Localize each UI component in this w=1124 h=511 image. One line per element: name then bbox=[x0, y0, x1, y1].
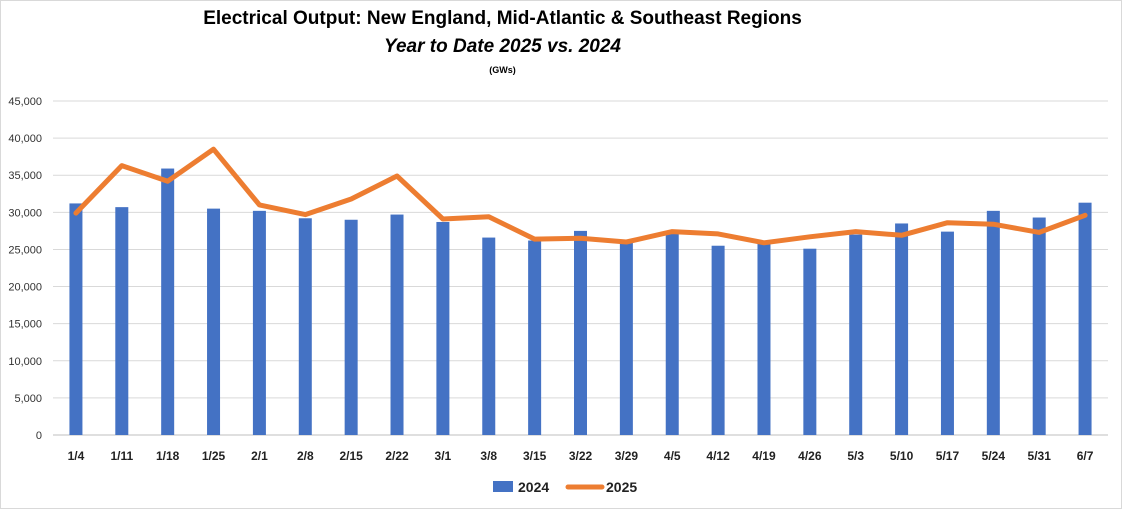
x-tick-label: 4/26 bbox=[798, 449, 822, 463]
y-tick-label: 0 bbox=[36, 430, 42, 442]
y-tick-label: 15,000 bbox=[8, 319, 42, 331]
y-tick-label: 20,000 bbox=[8, 282, 42, 294]
bar-2024 bbox=[1032, 217, 1046, 435]
y-tick-label: 10,000 bbox=[8, 356, 42, 368]
bar-2024 bbox=[895, 223, 909, 435]
bar-2024 bbox=[390, 214, 404, 435]
x-tick-label: 3/15 bbox=[523, 449, 547, 463]
bar-2024 bbox=[940, 231, 954, 435]
bar-2024 bbox=[574, 230, 587, 435]
legend-swatch-2024 bbox=[493, 481, 513, 492]
x-tick-label: 1/11 bbox=[110, 449, 133, 463]
x-tick-label: 3/1 bbox=[435, 449, 452, 463]
bar-2024 bbox=[849, 234, 863, 435]
bar-2024 bbox=[1078, 202, 1092, 435]
bar-2024 bbox=[436, 221, 450, 435]
y-tick-label: 5,000 bbox=[14, 393, 42, 405]
bar-2024 bbox=[207, 208, 221, 435]
bar-2024 bbox=[711, 245, 725, 435]
bar-2024 bbox=[619, 241, 633, 435]
bar-2024 bbox=[252, 210, 266, 435]
y-tick-label: 45,000 bbox=[8, 96, 42, 108]
x-tick-label: 4/5 bbox=[664, 449, 681, 463]
x-tick-label: 2/22 bbox=[385, 449, 409, 463]
bar-2024 bbox=[665, 233, 679, 435]
unit-label: (GWs) bbox=[489, 65, 516, 75]
bar-2024 bbox=[115, 207, 129, 435]
y-tick-label: 25,000 bbox=[8, 244, 42, 256]
x-tick-label: 3/29 bbox=[615, 449, 639, 463]
x-tick-label: 5/3 bbox=[847, 449, 864, 463]
x-tick-label: 1/4 bbox=[68, 449, 85, 463]
x-tick-label: 1/25 bbox=[202, 449, 226, 463]
bar-2024 bbox=[986, 210, 1000, 435]
chart-subtitle: Year to Date 2025 vs. 2024 bbox=[384, 36, 621, 57]
legend-label-2024: 2024 bbox=[518, 479, 549, 495]
x-tick-label: 5/24 bbox=[982, 449, 1006, 463]
bar-2024 bbox=[482, 237, 496, 435]
bar-2024 bbox=[803, 248, 817, 435]
y-tick-label: 30,000 bbox=[8, 207, 42, 219]
chart-title: Electrical Output: New England, Mid-Atla… bbox=[203, 8, 802, 29]
x-tick-label: 3/22 bbox=[569, 449, 593, 463]
x-tick-label: 1/18 bbox=[156, 449, 180, 463]
x-tick-label: 2/15 bbox=[339, 449, 363, 463]
x-tick-label: 2/8 bbox=[297, 449, 314, 463]
bar-2024 bbox=[69, 203, 83, 435]
bar-2024 bbox=[298, 218, 312, 435]
y-tick-label: 35,000 bbox=[8, 170, 42, 182]
legend-label-2025: 2025 bbox=[606, 479, 637, 495]
x-tick-label: 3/8 bbox=[480, 449, 497, 463]
bar-2024 bbox=[161, 168, 175, 435]
x-tick-label: 5/17 bbox=[936, 449, 960, 463]
y-tick-label: 40,000 bbox=[8, 133, 42, 145]
bar-2024 bbox=[528, 240, 542, 435]
bar-2024 bbox=[344, 219, 358, 435]
x-tick-label: 2/1 bbox=[251, 449, 268, 463]
x-tick-label: 4/12 bbox=[706, 449, 730, 463]
x-tick-label: 5/10 bbox=[890, 449, 914, 463]
x-tick-label: 5/31 bbox=[1028, 449, 1052, 463]
bar-2024 bbox=[757, 242, 771, 435]
line-2025 bbox=[73, 146, 1088, 246]
x-tick-label: 6/7 bbox=[1077, 449, 1094, 463]
x-tick-label: 4/19 bbox=[752, 449, 776, 463]
